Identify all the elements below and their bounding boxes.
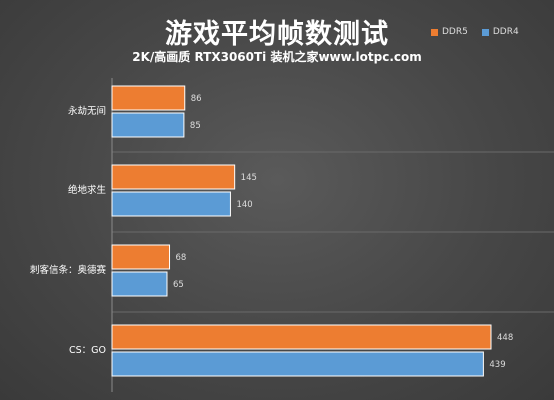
legend-label-ddr4: DDR4: [492, 27, 519, 37]
data-label: 85: [190, 121, 201, 131]
legend-swatch-ddr5: [431, 28, 438, 36]
bar-ddr5: [111, 164, 236, 190]
bar-ddr4: [111, 271, 168, 297]
category-label: 绝地求生: [68, 184, 107, 196]
data-label: 68: [176, 253, 187, 263]
bar-ddr5: [111, 324, 492, 350]
chart-subtitle: 2K/高画质 RTX3060Ti 装机之家www.lotpc.com: [132, 50, 422, 64]
data-label: 439: [489, 360, 505, 370]
legend-item-ddr4: DDR4: [481, 27, 519, 37]
legend: DDR5 DDR4: [431, 27, 519, 37]
category-label: CS：GO: [69, 345, 106, 356]
chart-title: 游戏平均帧数测试: [165, 19, 389, 50]
bar-ddr4: [111, 351, 484, 377]
legend-swatch-ddr4: [481, 28, 489, 36]
category-label: 刺客信条：奥德赛: [30, 264, 107, 276]
data-label: 448: [497, 333, 513, 343]
bar-ddr5: [111, 244, 171, 270]
data-label: 140: [236, 200, 252, 210]
legend-item-ddr5: DDR5: [431, 27, 468, 37]
legend-label-ddr5: DDR5: [442, 27, 468, 37]
bar-ddr4: [111, 112, 185, 138]
data-label: 86: [191, 94, 202, 104]
data-label: 145: [241, 173, 257, 183]
category-label: 永劫无间: [68, 105, 106, 117]
data-label: 65: [173, 280, 184, 290]
bar-ddr4: [111, 191, 231, 217]
bar-ddr5: [111, 85, 186, 111]
